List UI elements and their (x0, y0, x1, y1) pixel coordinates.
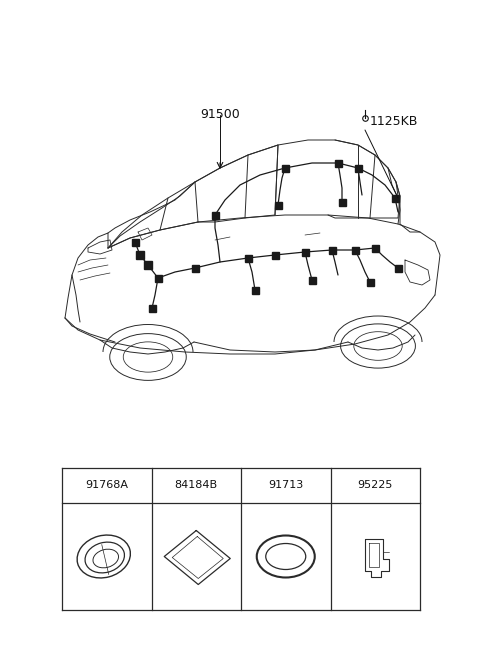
Bar (392, 194, 398, 201)
Bar (335, 159, 341, 167)
Bar (244, 255, 252, 262)
Bar (148, 304, 156, 312)
Bar (136, 251, 144, 259)
Bar (192, 264, 199, 272)
Bar (144, 261, 152, 269)
Text: 91768A: 91768A (85, 480, 128, 491)
Text: 84184B: 84184B (175, 480, 218, 491)
Bar (372, 245, 379, 251)
Bar (155, 274, 161, 281)
Bar (355, 165, 361, 171)
Text: 95225: 95225 (358, 480, 393, 491)
Bar (338, 199, 346, 205)
Text: 1125KB: 1125KB (370, 115, 419, 128)
Bar (281, 165, 288, 171)
Bar (328, 247, 336, 253)
Bar (132, 239, 139, 245)
Text: 91500: 91500 (200, 108, 240, 121)
Text: 91713: 91713 (268, 480, 303, 491)
Bar (212, 211, 218, 218)
Bar (367, 279, 373, 285)
Bar (301, 249, 309, 255)
Bar (252, 287, 259, 293)
Bar (272, 251, 278, 258)
Bar (309, 276, 315, 283)
Bar (351, 247, 359, 253)
Bar (275, 201, 281, 209)
Bar (395, 264, 401, 272)
